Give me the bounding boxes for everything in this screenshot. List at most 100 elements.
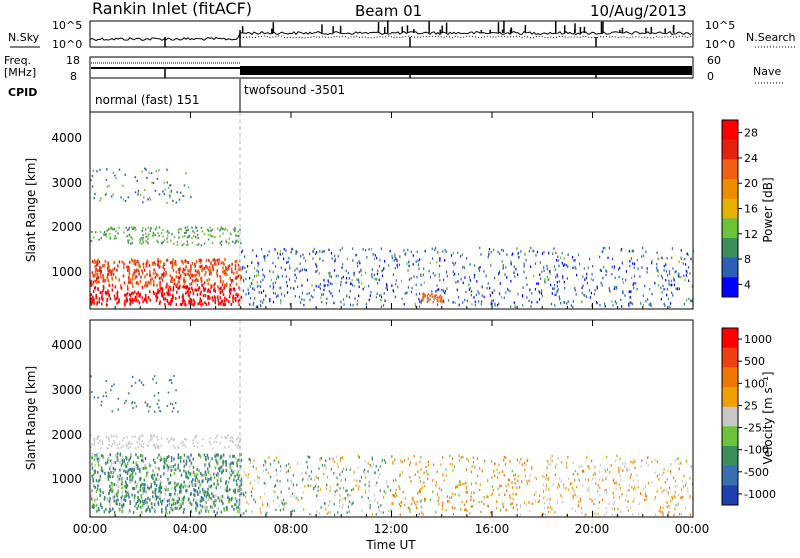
velocity-cell bbox=[217, 461, 219, 465]
velocity-cell bbox=[90, 375, 92, 378]
velocity-cell bbox=[465, 487, 467, 490]
velocity-cell bbox=[228, 497, 231, 501]
velocity-cell bbox=[180, 505, 182, 509]
velocity-cell bbox=[186, 485, 189, 489]
power-cell bbox=[234, 276, 237, 280]
velocity-cell bbox=[608, 502, 610, 506]
velocity-cell bbox=[243, 470, 245, 474]
velocity-cell bbox=[638, 502, 640, 506]
power-cell bbox=[194, 262, 196, 266]
velocity-cell bbox=[666, 478, 668, 481]
velocity-cell bbox=[615, 482, 617, 485]
velocity-cell bbox=[240, 453, 243, 457]
power-cell bbox=[660, 274, 663, 278]
velocity-cell bbox=[689, 494, 691, 498]
velocity-cell bbox=[166, 468, 169, 472]
velocity-cell bbox=[149, 498, 151, 502]
power-cell bbox=[272, 291, 275, 295]
power-cell bbox=[423, 281, 425, 284]
velocity-cell bbox=[166, 511, 168, 515]
power-cell bbox=[364, 286, 366, 289]
velocity-cell bbox=[339, 471, 342, 475]
velocity-cell bbox=[680, 462, 682, 465]
power-cell bbox=[356, 253, 358, 257]
velocity-cell bbox=[102, 395, 105, 398]
power-cell bbox=[231, 270, 233, 274]
velocity-cell bbox=[432, 479, 434, 482]
velocity-cell bbox=[99, 489, 102, 493]
power-cell bbox=[248, 276, 251, 280]
power-cell bbox=[631, 276, 633, 280]
velocity-cell bbox=[197, 492, 199, 496]
power-cell bbox=[116, 297, 118, 301]
power-cell bbox=[207, 268, 210, 272]
velocity-cell bbox=[230, 469, 233, 473]
cpid-mode-2: twofsound -3501 bbox=[244, 83, 345, 97]
velocity-cell bbox=[283, 505, 285, 508]
velocity-cell bbox=[398, 485, 400, 488]
velocity-cell bbox=[235, 457, 237, 461]
power-cell bbox=[128, 272, 131, 276]
velocity-cell bbox=[92, 477, 94, 481]
velocity-cell bbox=[508, 478, 510, 482]
velocity-cell bbox=[120, 496, 123, 500]
power-cell bbox=[220, 301, 222, 305]
velocity-cell bbox=[207, 487, 209, 491]
velocity-cell bbox=[637, 479, 639, 482]
power-cell bbox=[348, 277, 350, 280]
power-cell bbox=[99, 291, 102, 295]
power-cell bbox=[196, 234, 199, 237]
velocity-cell bbox=[107, 447, 109, 450]
power-cell bbox=[245, 277, 247, 281]
power-cell bbox=[690, 257, 692, 261]
power-cell bbox=[516, 247, 518, 250]
velocity-cell bbox=[676, 504, 678, 507]
velocity-cell bbox=[171, 403, 174, 406]
power-cell bbox=[260, 247, 263, 251]
power-cell bbox=[320, 296, 322, 299]
power-cell bbox=[329, 282, 332, 285]
velocity-cell bbox=[116, 435, 118, 438]
power-cell bbox=[154, 189, 157, 192]
power-cell bbox=[335, 274, 337, 278]
power-cell bbox=[133, 226, 135, 229]
velocity-cell bbox=[222, 453, 225, 457]
power-cell bbox=[360, 268, 362, 271]
velocity-cell bbox=[179, 485, 181, 489]
velocity-cell bbox=[504, 463, 507, 466]
power-cell bbox=[689, 272, 691, 275]
power-cell bbox=[468, 283, 470, 286]
velocity-cell bbox=[139, 435, 141, 438]
power-cell bbox=[420, 283, 422, 287]
velocity-cell bbox=[223, 508, 226, 512]
velocity-cell bbox=[164, 461, 166, 465]
x-tick-1200: 12:00 bbox=[374, 522, 409, 536]
power-cell bbox=[446, 287, 448, 290]
power-cell bbox=[298, 295, 301, 299]
power-cell bbox=[175, 285, 178, 289]
power-cell bbox=[161, 290, 164, 294]
power-cell bbox=[127, 287, 129, 291]
power-cell bbox=[108, 184, 110, 187]
power-cell bbox=[184, 273, 187, 277]
velocity-cell bbox=[487, 479, 489, 482]
power-cell bbox=[195, 226, 198, 229]
velocity-cell bbox=[369, 464, 371, 467]
power-cell bbox=[108, 270, 110, 274]
velocity-cell bbox=[392, 460, 394, 464]
power-cell bbox=[687, 253, 689, 257]
power-cell bbox=[221, 299, 224, 303]
power-cell bbox=[180, 274, 182, 278]
velocity-cell bbox=[543, 506, 546, 510]
power-cell bbox=[617, 268, 620, 271]
power-cell bbox=[125, 293, 127, 297]
velocity-cell bbox=[490, 493, 492, 497]
velocity-cell bbox=[207, 498, 210, 502]
power-cell bbox=[444, 248, 446, 252]
power-cell bbox=[163, 193, 166, 196]
velocity-cell bbox=[91, 466, 94, 470]
power-cell bbox=[190, 298, 193, 302]
power-cell bbox=[162, 235, 164, 238]
velocity-cell bbox=[112, 470, 115, 474]
power-cell bbox=[205, 258, 208, 262]
